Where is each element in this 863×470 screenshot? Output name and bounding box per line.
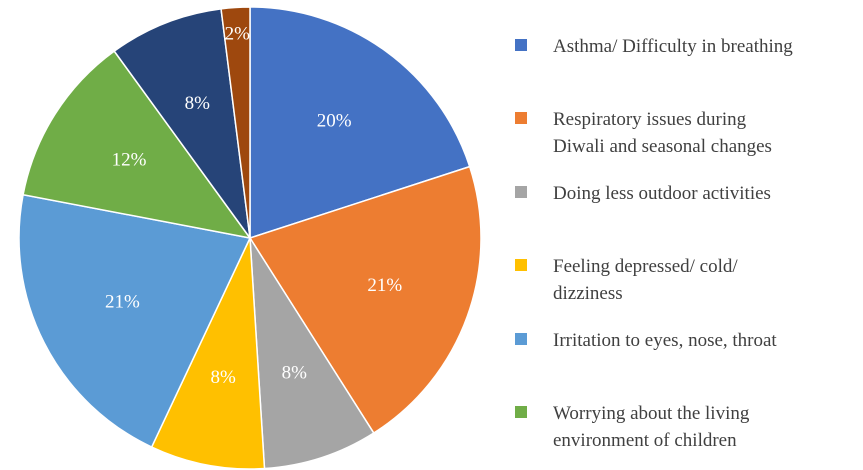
pie-slice xyxy=(150,237,266,470)
legend-item: Doing less outdoor activities xyxy=(515,180,771,207)
legend-item: Irritation to eyes, nose, throat xyxy=(515,327,777,354)
pie-slice xyxy=(248,165,482,435)
data-label: 8% xyxy=(282,363,308,384)
data-label: 21% xyxy=(105,291,140,312)
legend-item: Asthma/ Difficulty in breathing xyxy=(515,33,793,60)
pie-chart: 20% 21% 8% 8% 21% 12% 8% 2% xyxy=(18,6,482,470)
pie-slice xyxy=(113,7,251,239)
pie-slice xyxy=(249,237,375,470)
legend-swatch xyxy=(515,406,527,418)
legend-swatch xyxy=(515,332,527,345)
pie-slice xyxy=(22,50,252,240)
legend-label: Doing less outdoor activities xyxy=(553,182,771,204)
legend-swatch xyxy=(515,112,527,125)
legend-label: Irritation to eyes, nose, throat xyxy=(553,329,777,351)
data-label: 8% xyxy=(185,93,211,114)
data-label: 8% xyxy=(210,367,236,388)
legend-label: Feeling depressed/ cold/ dizziness xyxy=(553,256,738,305)
legend-item: Feeling depressed/ cold/ dizziness xyxy=(515,253,738,307)
pie-slice xyxy=(249,6,471,240)
legend-label: Asthma/ Difficulty in breathing xyxy=(553,36,793,57)
legend-item: Respiratory issues during Diwali and sea… xyxy=(515,106,772,160)
data-label: 20% xyxy=(317,110,352,131)
data-label: 21% xyxy=(367,275,402,296)
legend-swatch xyxy=(515,185,527,198)
legend-swatch xyxy=(515,259,527,272)
pie-slice xyxy=(220,6,251,239)
legend-label: Worrying about the living environment of… xyxy=(553,403,750,451)
legend-item: Worrying about the living environment of… xyxy=(515,400,749,454)
data-label: 2% xyxy=(225,23,251,44)
legend-label: Respiratory issues during Diwali and sea… xyxy=(553,109,772,158)
data-label: 12% xyxy=(112,150,147,171)
pie-slice xyxy=(18,193,252,449)
legend-swatch xyxy=(515,39,527,51)
